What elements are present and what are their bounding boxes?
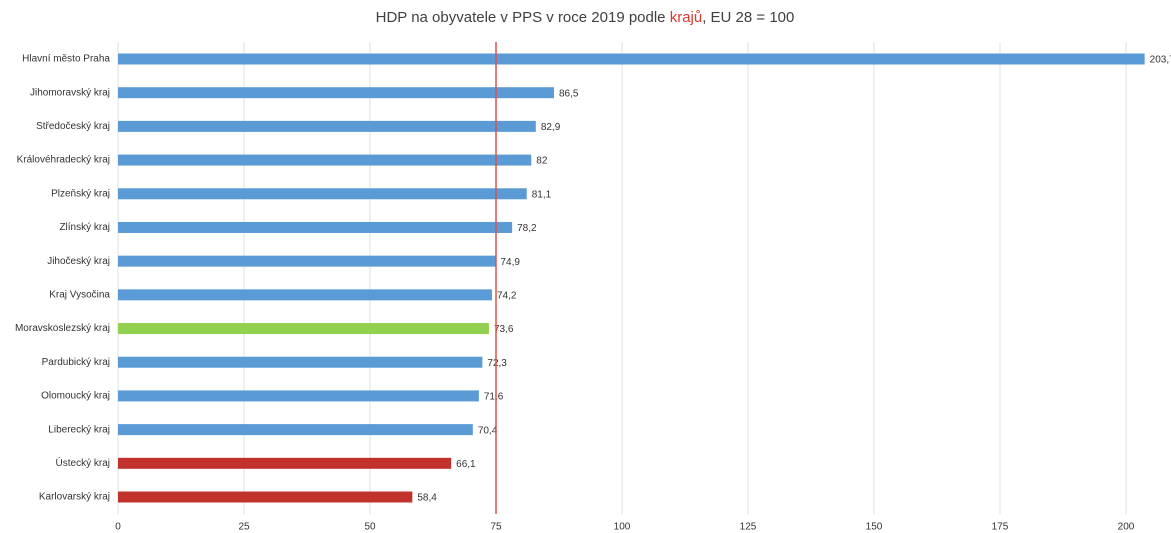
x-tick-label: 25	[238, 522, 250, 533]
y-tick-label: Ústecký kraj	[56, 456, 110, 469]
chart-title: HDP na obyvatele v PPS v roce 2019 podle…	[376, 9, 795, 26]
bar	[118, 221, 513, 233]
y-tick-label: Středočeský kraj	[36, 121, 110, 132]
bar	[118, 255, 496, 267]
data-label: 66,1	[456, 459, 476, 470]
data-label: 72,3	[487, 358, 507, 369]
y-tick-label: Zlínský kraj	[59, 222, 110, 233]
title-part: HDP na obyvatele v PPS v roce 2019 podle	[376, 9, 670, 26]
bar	[118, 87, 554, 99]
bar	[118, 457, 452, 469]
x-tick-label: 200	[1118, 522, 1135, 533]
title-part: , EU 28 = 100	[702, 9, 794, 26]
data-label: 203,7	[1150, 55, 1171, 66]
y-tick-label: Královéhradecký kraj	[17, 155, 110, 166]
bar	[118, 120, 536, 132]
y-tick-label: Jihočeský kraj	[47, 256, 110, 267]
x-tick-label: 75	[490, 522, 502, 533]
data-label: 58,4	[417, 493, 437, 504]
data-label: 86,5	[559, 88, 579, 99]
bar	[118, 188, 527, 200]
bar	[118, 424, 473, 436]
x-tick-label: 100	[614, 522, 631, 533]
data-label: 70,4	[478, 425, 498, 436]
y-tick-label: Plzeňský kraj	[51, 188, 110, 199]
y-tick-label: Jihomoravský kraj	[30, 87, 110, 98]
y-tick-label: Hlavní město Praha	[22, 54, 110, 65]
bar	[118, 53, 1145, 65]
y-tick-label: Kraj Vysočina	[49, 289, 110, 300]
x-tick-label: 0	[115, 522, 121, 533]
data-label: 71,6	[484, 392, 504, 403]
title-part: krajů	[670, 9, 703, 26]
x-tick-label: 175	[992, 522, 1009, 533]
data-label: 73,6	[494, 324, 514, 335]
y-tick-label: Moravskoslezský kraj	[15, 323, 110, 334]
y-tick-label: Karlovarský kraj	[39, 492, 110, 503]
x-tick-label: 150	[866, 522, 883, 533]
data-label: 78,2	[517, 223, 537, 234]
data-label: 82	[536, 156, 548, 167]
y-tick-label: Pardubický kraj	[42, 357, 110, 368]
bar	[118, 390, 479, 402]
y-tick-label: Liberecký kraj	[48, 424, 110, 435]
data-label: 81,1	[532, 189, 552, 200]
data-label: 82,9	[541, 122, 561, 133]
bar	[118, 491, 413, 503]
data-label: 74,9	[500, 257, 520, 268]
data-label: 74,2	[497, 290, 517, 301]
bar	[118, 356, 483, 368]
x-tick-label: 125	[740, 522, 757, 533]
bar	[118, 289, 492, 301]
x-tick-label: 50	[364, 522, 376, 533]
bar	[118, 323, 489, 335]
y-tick-label: Olomoucký kraj	[41, 391, 110, 402]
bar	[118, 154, 532, 166]
